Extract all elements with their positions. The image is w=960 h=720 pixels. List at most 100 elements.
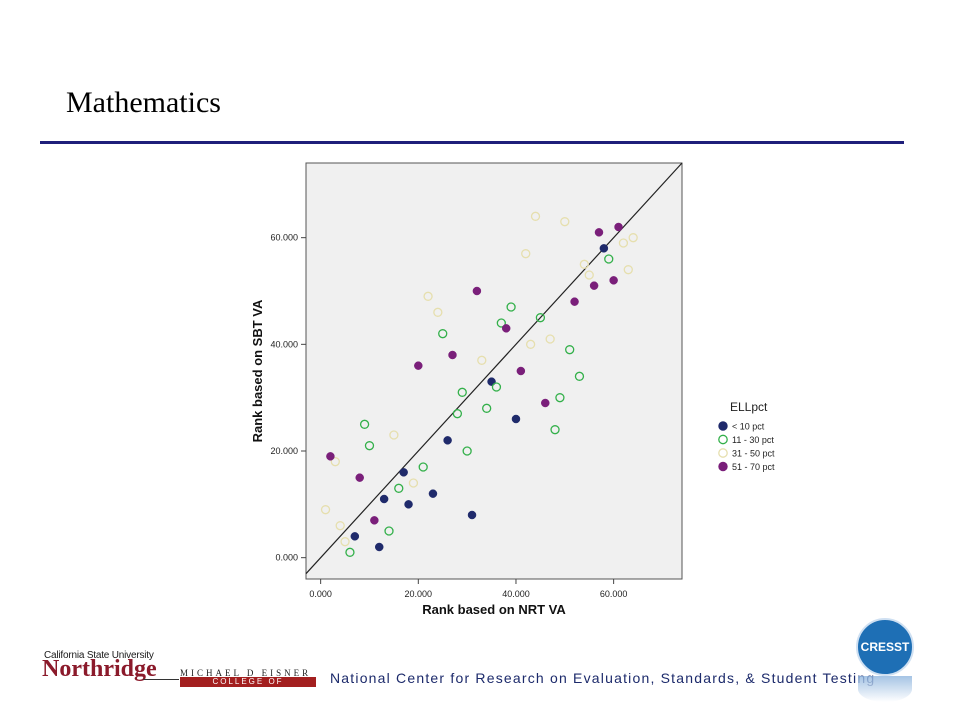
- data-point: [472, 286, 482, 296]
- x-axis-label: Rank based on NRT VA: [422, 602, 566, 617]
- data-point: [394, 483, 404, 493]
- data-point: [594, 228, 604, 237]
- data-points: [320, 211, 638, 557]
- y-axis-label: Rank based on SBT VA: [250, 299, 265, 442]
- reference-line: [305, 162, 683, 575]
- data-point: [535, 313, 546, 323]
- legend: ELLpct < 10 pct 11 - 30 pct 31 - 50 pct 51 …: [718, 400, 775, 472]
- data-point: [589, 281, 599, 290]
- y-tick-label: 40.000: [270, 339, 298, 349]
- data-point: [389, 430, 399, 440]
- data-point: [579, 259, 589, 269]
- data-point: [521, 249, 531, 259]
- data-point: [457, 387, 467, 397]
- data-point: [491, 382, 502, 392]
- slide-title: Mathematics: [66, 86, 221, 119]
- data-point: [320, 505, 331, 515]
- eisner-college: COLLEGE OF EDUCATION: [180, 677, 316, 696]
- data-point: [448, 350, 457, 360]
- data-point: [487, 377, 496, 386]
- data-point: [384, 526, 394, 536]
- data-point: [550, 425, 560, 435]
- data-point: [565, 345, 575, 355]
- data-point: [374, 542, 384, 552]
- data-point: [574, 371, 585, 381]
- data-point: [525, 339, 536, 349]
- data-point: [467, 510, 477, 520]
- data-point: [614, 222, 623, 232]
- x-tick-label: 0.000: [309, 589, 332, 599]
- data-point: [418, 462, 428, 472]
- data-point: [506, 302, 516, 312]
- center-name: National Center for Research on Evaluati…: [330, 670, 876, 686]
- data-point: [370, 516, 379, 525]
- data-point: [350, 532, 360, 541]
- eisner-name: MICHAEL D EISNER: [180, 668, 312, 678]
- data-point: [428, 489, 438, 498]
- data-point: [330, 457, 340, 467]
- data-point: [623, 265, 633, 275]
- data-point: [541, 398, 550, 408]
- data-point: [364, 441, 375, 451]
- scatter-chart: 0.000 20.000 40.000 60.000 0.000 20.000 40.00…: [250, 162, 775, 617]
- data-point: [584, 270, 594, 280]
- data-point: [516, 366, 526, 376]
- legend-label: 11 - 30 pct: [732, 435, 774, 445]
- data-point: [496, 318, 506, 328]
- data-point: [433, 307, 443, 317]
- data-point: [462, 446, 472, 456]
- data-point: [501, 324, 511, 333]
- x-tick-label: 20.000: [405, 589, 433, 599]
- y-tick-label: 20.000: [270, 446, 298, 456]
- data-point: [604, 254, 614, 264]
- data-point: [609, 276, 618, 285]
- data-point: [511, 414, 521, 424]
- data-point: [438, 329, 448, 339]
- data-point: [452, 409, 463, 419]
- data-point: [345, 547, 355, 557]
- legend-marker: [718, 421, 728, 431]
- data-point: [545, 334, 555, 344]
- data-point: [423, 291, 433, 301]
- legend-label: < 10 pct: [732, 422, 765, 432]
- csun-tagline: California State University: [44, 650, 154, 661]
- data-point: [408, 478, 419, 488]
- data-point: [359, 419, 370, 429]
- data-point: [399, 468, 408, 477]
- data-point: [618, 238, 629, 248]
- x-axis: 0.000 20.000 40.000 60.000: [309, 579, 627, 599]
- data-point: [560, 217, 570, 227]
- x-tick-label: 40.000: [502, 589, 530, 599]
- legend-title: ELLpct: [730, 400, 768, 414]
- data-point: [340, 537, 350, 547]
- data-point: [599, 244, 609, 253]
- data-point: [414, 361, 423, 370]
- data-point: [530, 211, 541, 221]
- data-point: [628, 233, 638, 243]
- x-tick-label: 60.000: [600, 589, 628, 599]
- plot-area: [305, 162, 683, 580]
- data-point: [326, 452, 335, 461]
- y-tick-label: 0.000: [275, 553, 298, 563]
- data-point: [555, 393, 565, 403]
- cresst-logo-reflection: [858, 676, 912, 702]
- data-point: [482, 403, 492, 413]
- legend-marker: [718, 461, 728, 472]
- csun-logo: Northridge: [42, 656, 157, 682]
- y-axis: 0.000 20.000 40.000 60.000: [270, 233, 306, 563]
- cresst-logo: CRESST: [856, 618, 914, 676]
- data-point: [477, 355, 487, 365]
- legend-label: 51 - 70 pct: [732, 462, 775, 472]
- legend-marker: [718, 448, 728, 458]
- data-point: [570, 297, 579, 306]
- legend-marker: [718, 434, 728, 445]
- legend-label: 31 - 50 pct: [732, 449, 775, 459]
- csun-divider: [143, 679, 179, 680]
- data-point: [355, 473, 364, 482]
- data-point: [443, 436, 452, 445]
- y-tick-label: 60.000: [270, 233, 298, 243]
- data-point: [404, 500, 413, 509]
- title-divider: [40, 141, 904, 144]
- data-point: [335, 521, 345, 531]
- data-point: [379, 494, 389, 504]
